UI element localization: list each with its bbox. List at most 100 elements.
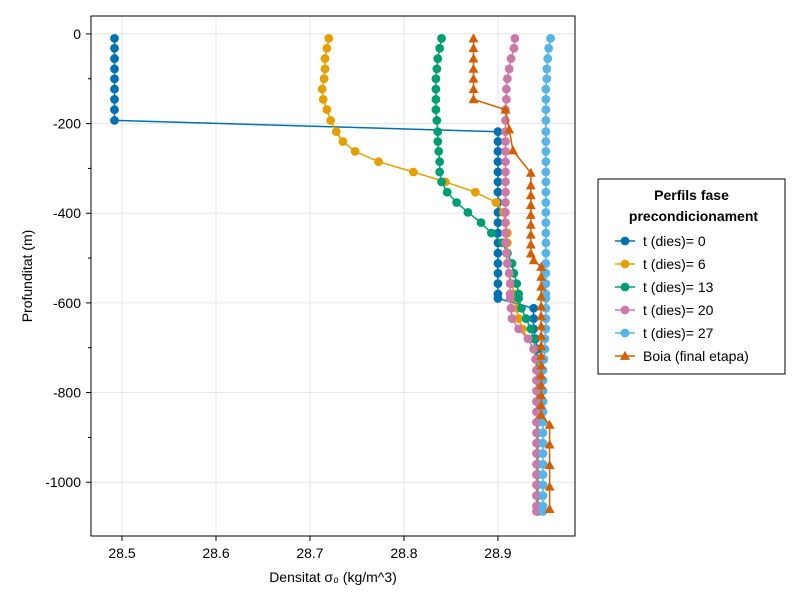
data-point [532,428,541,438]
data-point [504,124,515,134]
data-point [468,83,479,93]
data-point [110,94,119,104]
data-point [514,314,524,323]
data-point [317,84,327,94]
data-point [546,34,555,43]
data-point [517,303,526,313]
data-point [525,248,536,258]
data-point [110,43,119,53]
data-point [529,344,539,354]
data-point [501,167,510,177]
data-point [541,177,551,187]
data-point [501,228,510,238]
data-point [544,503,555,514]
data-point [536,390,547,400]
legend: Perfils fase precondicionament t (dies)= 0… [597,178,786,375]
data-point [468,94,479,104]
data-point [536,360,547,370]
data-point [110,64,119,74]
data-point [525,190,536,200]
data-point [541,279,551,289]
data-point [434,146,444,156]
data-point [541,248,551,258]
data-point [338,137,348,146]
data-point [435,157,445,167]
data-point [512,279,522,289]
data-point [470,187,480,197]
legend-title: precondicionament [629,208,758,224]
data-point [500,104,511,114]
data-point [463,207,473,217]
legend-label: t (dies)= 27 [643,325,714,341]
data-point [493,268,503,278]
data-point [431,84,441,94]
data-point [493,167,503,177]
y-tick-label: -800 [53,385,81,401]
data-point [331,127,341,137]
legend-swatch-marker [620,259,630,269]
data-point [318,94,328,104]
data-point [541,268,551,278]
data-point [541,198,551,207]
axis-ticks: 28.5 28.6 28.7 28.8 28.9 0 -200 -400 -600 -800 -10… [45,26,512,561]
data-point [541,218,551,228]
data-point [544,43,554,53]
data-point [544,459,555,470]
y-tick-label: -400 [53,205,81,221]
data-point [532,459,541,469]
data-point [493,177,503,187]
data-point [319,74,329,84]
data-point [541,228,551,238]
data-point [541,137,551,146]
data-point [532,491,541,501]
data-point [506,54,516,63]
data-series [110,33,555,516]
data-point [435,43,445,53]
data-point [541,259,551,268]
x-axis-label: Densitat σ₀ (kg/m^3) [269,569,397,585]
data-point [493,137,503,146]
data-point [541,207,551,217]
data-point [110,105,119,115]
x-tick-label: 28.7 [296,545,323,561]
data-point [437,177,446,187]
data-point [536,409,547,419]
data-point [501,84,511,94]
data-point [324,34,334,43]
data-point [525,239,536,249]
data-point [493,259,503,268]
data-point [493,228,503,238]
data-point [532,449,541,458]
legend-item-4: t (dies)= 27 [615,325,714,341]
x-tick-label: 28.5 [108,545,135,561]
data-point [532,480,541,490]
data-point [532,438,541,448]
series-5 [468,33,555,514]
data-point [538,438,548,448]
legend-swatch-marker [620,236,630,246]
x-tick-label: 28.6 [202,545,229,561]
data-point [525,229,536,239]
data-point [538,417,548,427]
legend-swatch-marker [620,328,630,338]
data-point [541,238,551,248]
legend-swatch-marker [620,305,630,315]
data-point [538,506,548,516]
data-point [536,370,547,380]
data-point [541,116,551,125]
data-point [493,218,503,228]
data-point [110,54,119,63]
data-point [528,255,539,265]
data-point [501,137,510,146]
data-point [486,228,496,238]
data-point [538,480,548,490]
data-point [514,294,524,303]
data-point [110,84,119,94]
data-point [541,167,551,177]
data-point [529,314,539,323]
data-point [541,94,551,104]
data-point [525,199,536,210]
data-point [538,470,548,479]
data-point [493,127,503,137]
data-point [468,53,479,63]
